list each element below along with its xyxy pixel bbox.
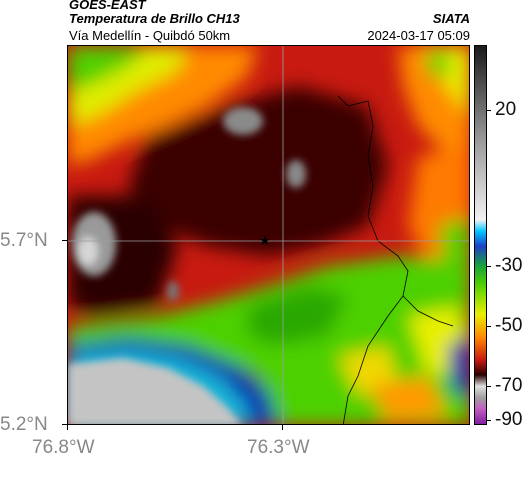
datetime-label: 2024-03-17 05:09	[367, 28, 470, 43]
colorbar-tick	[487, 386, 491, 387]
lat-label-5-7: 5.7°N	[0, 230, 48, 251]
brightness-temperature-field: ★	[68, 46, 469, 424]
colorbar-tick	[487, 420, 491, 421]
lat-tick	[62, 240, 67, 241]
colorbar-tick	[487, 266, 491, 267]
border-line	[337, 95, 409, 424]
colorbar-tick	[487, 326, 491, 327]
location-star-icon: ★	[259, 234, 271, 249]
product-title: Temperatura de Brillo CH13	[69, 11, 240, 26]
colorbar-tick	[487, 110, 491, 111]
colorbar-label-minus90: -90	[495, 409, 523, 430]
lat-label-5-2: 5.2°N	[0, 414, 48, 435]
satellite-map: ★	[67, 45, 470, 425]
colorbar-label-minus50: -50	[495, 315, 523, 336]
agency-label: SIATA	[432, 11, 470, 26]
colorbar-label-minus70: -70	[495, 375, 523, 396]
lon-tick	[67, 425, 68, 430]
satellite-title: GOES-EAST	[69, 0, 146, 12]
colorbar-label-minus30: -30	[495, 255, 523, 276]
colorbar-label-20: 20	[495, 99, 517, 120]
lon-tick	[282, 425, 283, 430]
lat-tick	[62, 424, 67, 425]
region-label: Vía Medellín - Quibdó 50km	[69, 28, 231, 43]
lon-label-76-3: 76.3°W	[247, 437, 310, 458]
colorbar	[474, 45, 487, 425]
lon-label-76-8: 76.8°W	[32, 437, 95, 458]
